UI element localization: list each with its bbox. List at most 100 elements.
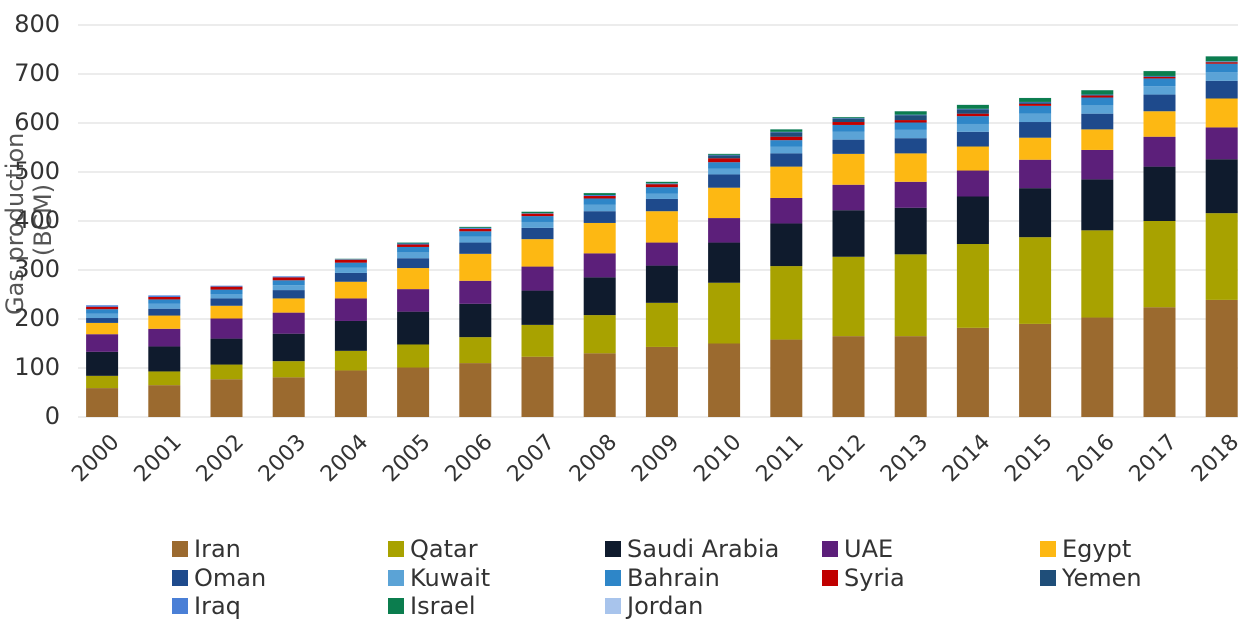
bar-segment <box>708 187 741 219</box>
bar-segment <box>1143 111 1176 137</box>
legend-swatch <box>388 598 404 614</box>
bar-segment <box>334 272 367 282</box>
bar-segment <box>1143 76 1176 79</box>
bar-segment <box>583 204 616 212</box>
x-tick-label: 2000 <box>67 430 124 487</box>
bar-segment <box>894 115 927 121</box>
bar-segment <box>645 184 678 188</box>
bar-segment <box>397 311 430 345</box>
legend-swatch <box>822 541 838 557</box>
bar-segment <box>832 153 865 185</box>
bar-segment <box>832 124 865 132</box>
bar-segment <box>1205 213 1238 300</box>
bar-segment <box>1143 221 1176 308</box>
bar-segment <box>1081 95 1114 98</box>
bar-segment <box>583 277 616 316</box>
bar-segment <box>894 181 927 208</box>
bar-segment <box>894 336 927 417</box>
bar-segment <box>770 153 803 167</box>
legend-label: Bahrain <box>627 564 720 592</box>
bar-segment <box>645 346 678 417</box>
bar-segment <box>1143 86 1176 95</box>
bar-segment <box>148 308 181 316</box>
bar-segment <box>210 379 243 417</box>
x-tick-label: 2008 <box>565 430 622 487</box>
bar-segment <box>583 193 616 196</box>
bar-segment <box>1081 97 1114 106</box>
bar-segment <box>86 306 119 310</box>
y-axis-label: Gas production (BCM) <box>1 125 57 315</box>
bar-segment <box>645 193 678 199</box>
bar-segment <box>210 289 243 295</box>
bar-segment <box>521 356 554 417</box>
bar-segment <box>708 174 741 188</box>
legend-label: Israel <box>410 592 476 619</box>
bar-segment <box>210 298 243 306</box>
bar-segment <box>1143 307 1176 417</box>
x-tick-label: 2011 <box>752 430 809 487</box>
y-tick-label: 0 <box>45 402 60 430</box>
bar-segment <box>708 168 741 175</box>
x-tick-label: 2006 <box>441 430 498 487</box>
bar-segment <box>1143 166 1176 221</box>
bar-segment <box>1205 159 1238 214</box>
bar-segment <box>1019 102 1052 104</box>
x-tick-label: 2017 <box>1125 430 1182 487</box>
bar-segment <box>272 277 305 281</box>
bar-segment <box>459 227 492 229</box>
bar-segment <box>1019 188 1052 238</box>
bar-segment <box>1019 237 1052 324</box>
bar-segment <box>583 222 616 254</box>
bar-segment <box>956 113 989 117</box>
bar-segment <box>334 320 367 351</box>
bar-segment <box>272 377 305 417</box>
bar-segment <box>770 339 803 417</box>
legend-label: Iraq <box>194 592 241 619</box>
bar-segment <box>459 242 492 254</box>
bar-segment <box>770 146 803 154</box>
bar-segment <box>1143 94 1176 112</box>
bar-segment <box>1143 78 1176 87</box>
bar-segment <box>1205 127 1238 160</box>
bar-segment <box>1205 56 1238 62</box>
y-tick-label: 400 <box>14 206 60 234</box>
legend-label: Qatar <box>410 535 478 563</box>
bar-segment <box>148 385 181 417</box>
bar-segment <box>1205 63 1238 73</box>
bar-segment <box>459 236 492 243</box>
bar-segment <box>583 353 616 417</box>
bar-segment <box>1019 98 1052 102</box>
bar-segment <box>770 132 803 137</box>
bar-segment <box>459 363 492 417</box>
x-tick-label: 2001 <box>130 430 187 487</box>
x-tick-label: 2007 <box>503 430 560 487</box>
bar-segment <box>459 303 492 338</box>
legend-swatch <box>388 570 404 586</box>
bar-segment <box>894 129 927 139</box>
bar-segment <box>832 122 865 125</box>
bar-segment <box>210 286 243 290</box>
bar-segment <box>397 246 430 253</box>
bar-segment <box>334 298 367 321</box>
bar-segment <box>1019 105 1052 114</box>
bar-segment <box>86 375 119 389</box>
y-tick-label: 100 <box>14 353 60 381</box>
bar-segment <box>1081 230 1114 318</box>
bar-segment <box>832 139 865 154</box>
bar-segment <box>894 111 927 115</box>
bar-segment <box>770 136 803 141</box>
bar-segment <box>956 170 989 197</box>
bar-segment <box>1019 103 1052 106</box>
bar-segment <box>956 146 989 171</box>
bar-segment <box>272 276 305 278</box>
bar-segment <box>210 285 243 287</box>
bar-segment <box>148 296 181 300</box>
bar-segment <box>210 305 243 319</box>
bar-segment <box>210 364 243 380</box>
bar-segment <box>148 371 181 386</box>
bar-segment <box>1081 105 1114 114</box>
bar-segment <box>583 195 616 197</box>
bar-segment <box>708 153 741 155</box>
x-tick-label: 2009 <box>627 430 684 487</box>
